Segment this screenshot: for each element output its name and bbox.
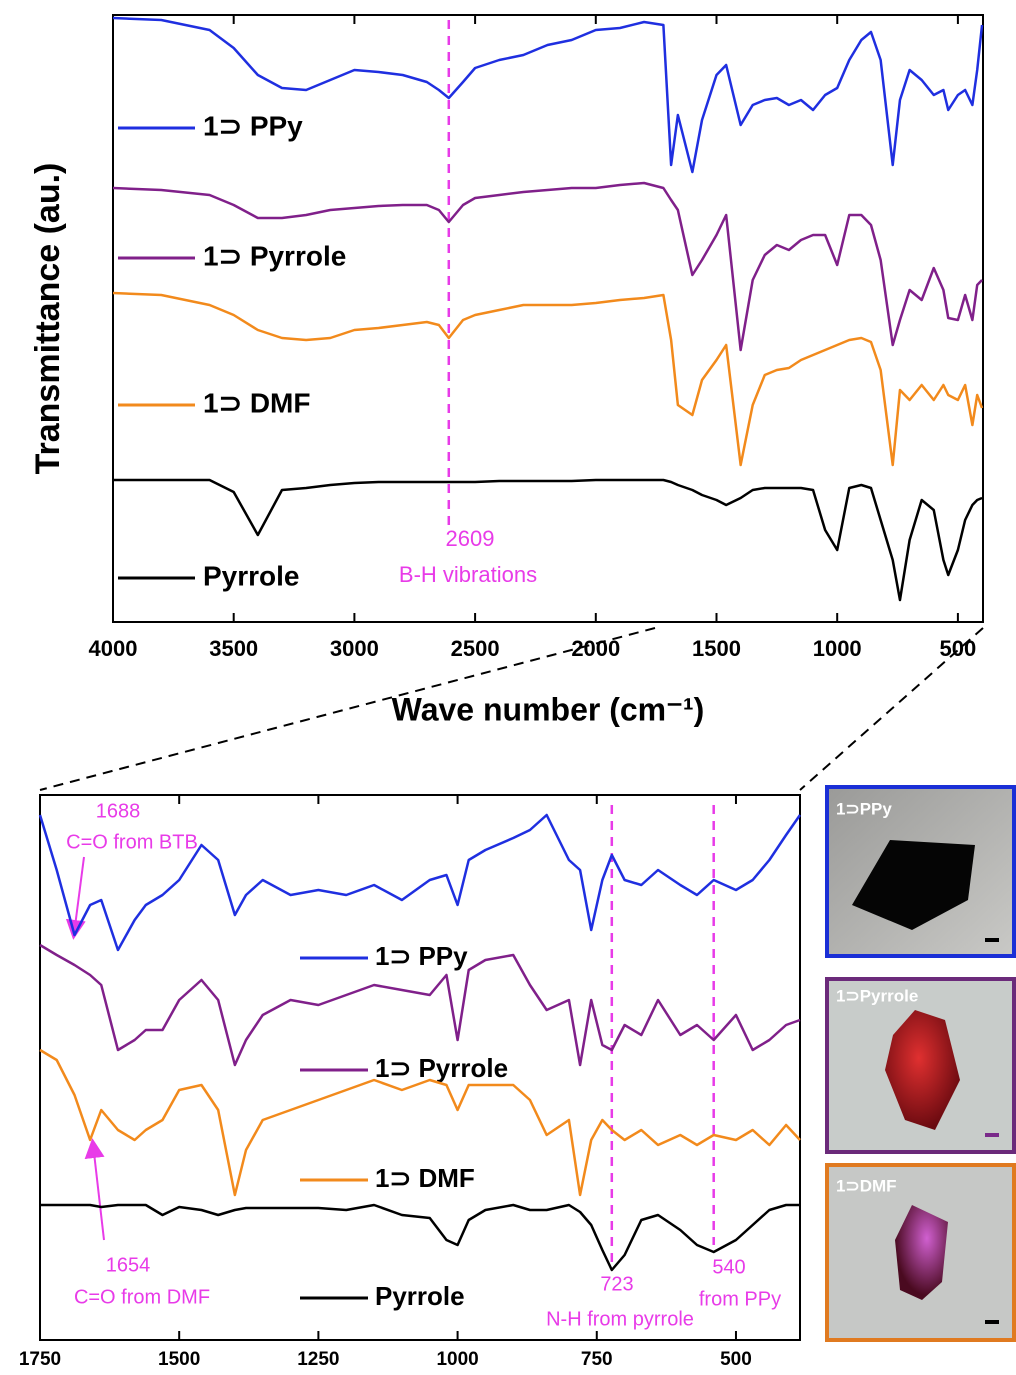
annotation-label: C=O from DMF	[74, 1286, 210, 1308]
legend-label: Pyrrole	[203, 560, 300, 591]
x-tick-label: 3000	[330, 636, 379, 661]
annotation-label: 540	[712, 1256, 745, 1278]
panel-label: 1⊃PPy	[836, 799, 892, 818]
legend-label: 1⊃ DMF	[375, 1163, 475, 1193]
x-tick-label: 750	[581, 1349, 613, 1370]
annotation-label: 1688	[96, 800, 141, 822]
photo-panel: 1⊃PPy	[827, 787, 1014, 956]
legend-label: 1⊃ Pyrrole	[203, 240, 346, 271]
y-axis-title: Transmittance (au.)	[29, 163, 67, 475]
annotation-label: N-H from pyrrole	[546, 1308, 694, 1330]
annotation-label: C=O from BTB	[66, 831, 198, 853]
x-tick-label: 1500	[158, 1349, 200, 1370]
annotation-label: 723	[600, 1273, 633, 1295]
photo-panel: 1⊃Pyrrole	[827, 979, 1014, 1152]
legend-label: 1⊃ PPy	[203, 110, 303, 141]
legend-label: 1⊃ Pyrrole	[375, 1053, 508, 1083]
x-axis-title: Wave number (cm⁻¹)	[392, 691, 705, 727]
x-tick-label: 1750	[19, 1349, 61, 1370]
x-tick-label: 1250	[297, 1349, 339, 1370]
x-tick-label: 1500	[692, 636, 741, 661]
photo-panel: 1⊃DMF	[827, 1165, 1014, 1340]
spectrum-line	[40, 1205, 800, 1270]
annotation-label: B-H vibrations	[399, 562, 537, 587]
x-tick-label: 4000	[89, 636, 138, 661]
x-tick-label: 1000	[813, 636, 862, 661]
annotation-label: 2609	[446, 526, 495, 551]
spectrum-line	[113, 293, 982, 465]
annotation-arrow	[93, 1148, 104, 1240]
panel-label: 1⊃DMF	[836, 1176, 897, 1195]
legend-label: Pyrrole	[375, 1281, 465, 1311]
x-tick-label: 3500	[209, 636, 258, 661]
x-tick-label: 2000	[571, 636, 620, 661]
x-tick-label: 2500	[451, 636, 500, 661]
figure: 1⊃PPy 1⊃Pyrrole 1⊃DMF 4000 3500 3000 2500 20…	[0, 0, 1016, 1370]
annotation-label: 1654	[106, 1254, 151, 1276]
plot-frame	[113, 15, 983, 622]
panel-label: 1⊃Pyrrole	[836, 986, 918, 1005]
legend-label: 1⊃ DMF	[203, 387, 310, 418]
x-tick-label: 500	[720, 1349, 752, 1370]
x-tick-label: 1000	[436, 1349, 478, 1370]
spectrum-line	[113, 18, 982, 172]
legend-label: 1⊃ PPy	[375, 941, 468, 971]
x-tick-label: 500	[940, 636, 977, 661]
annotation-label: from PPy	[699, 1288, 781, 1310]
page: {"chart_data": [ {"type": "line", "xlabe…	[0, 0, 1016, 1370]
